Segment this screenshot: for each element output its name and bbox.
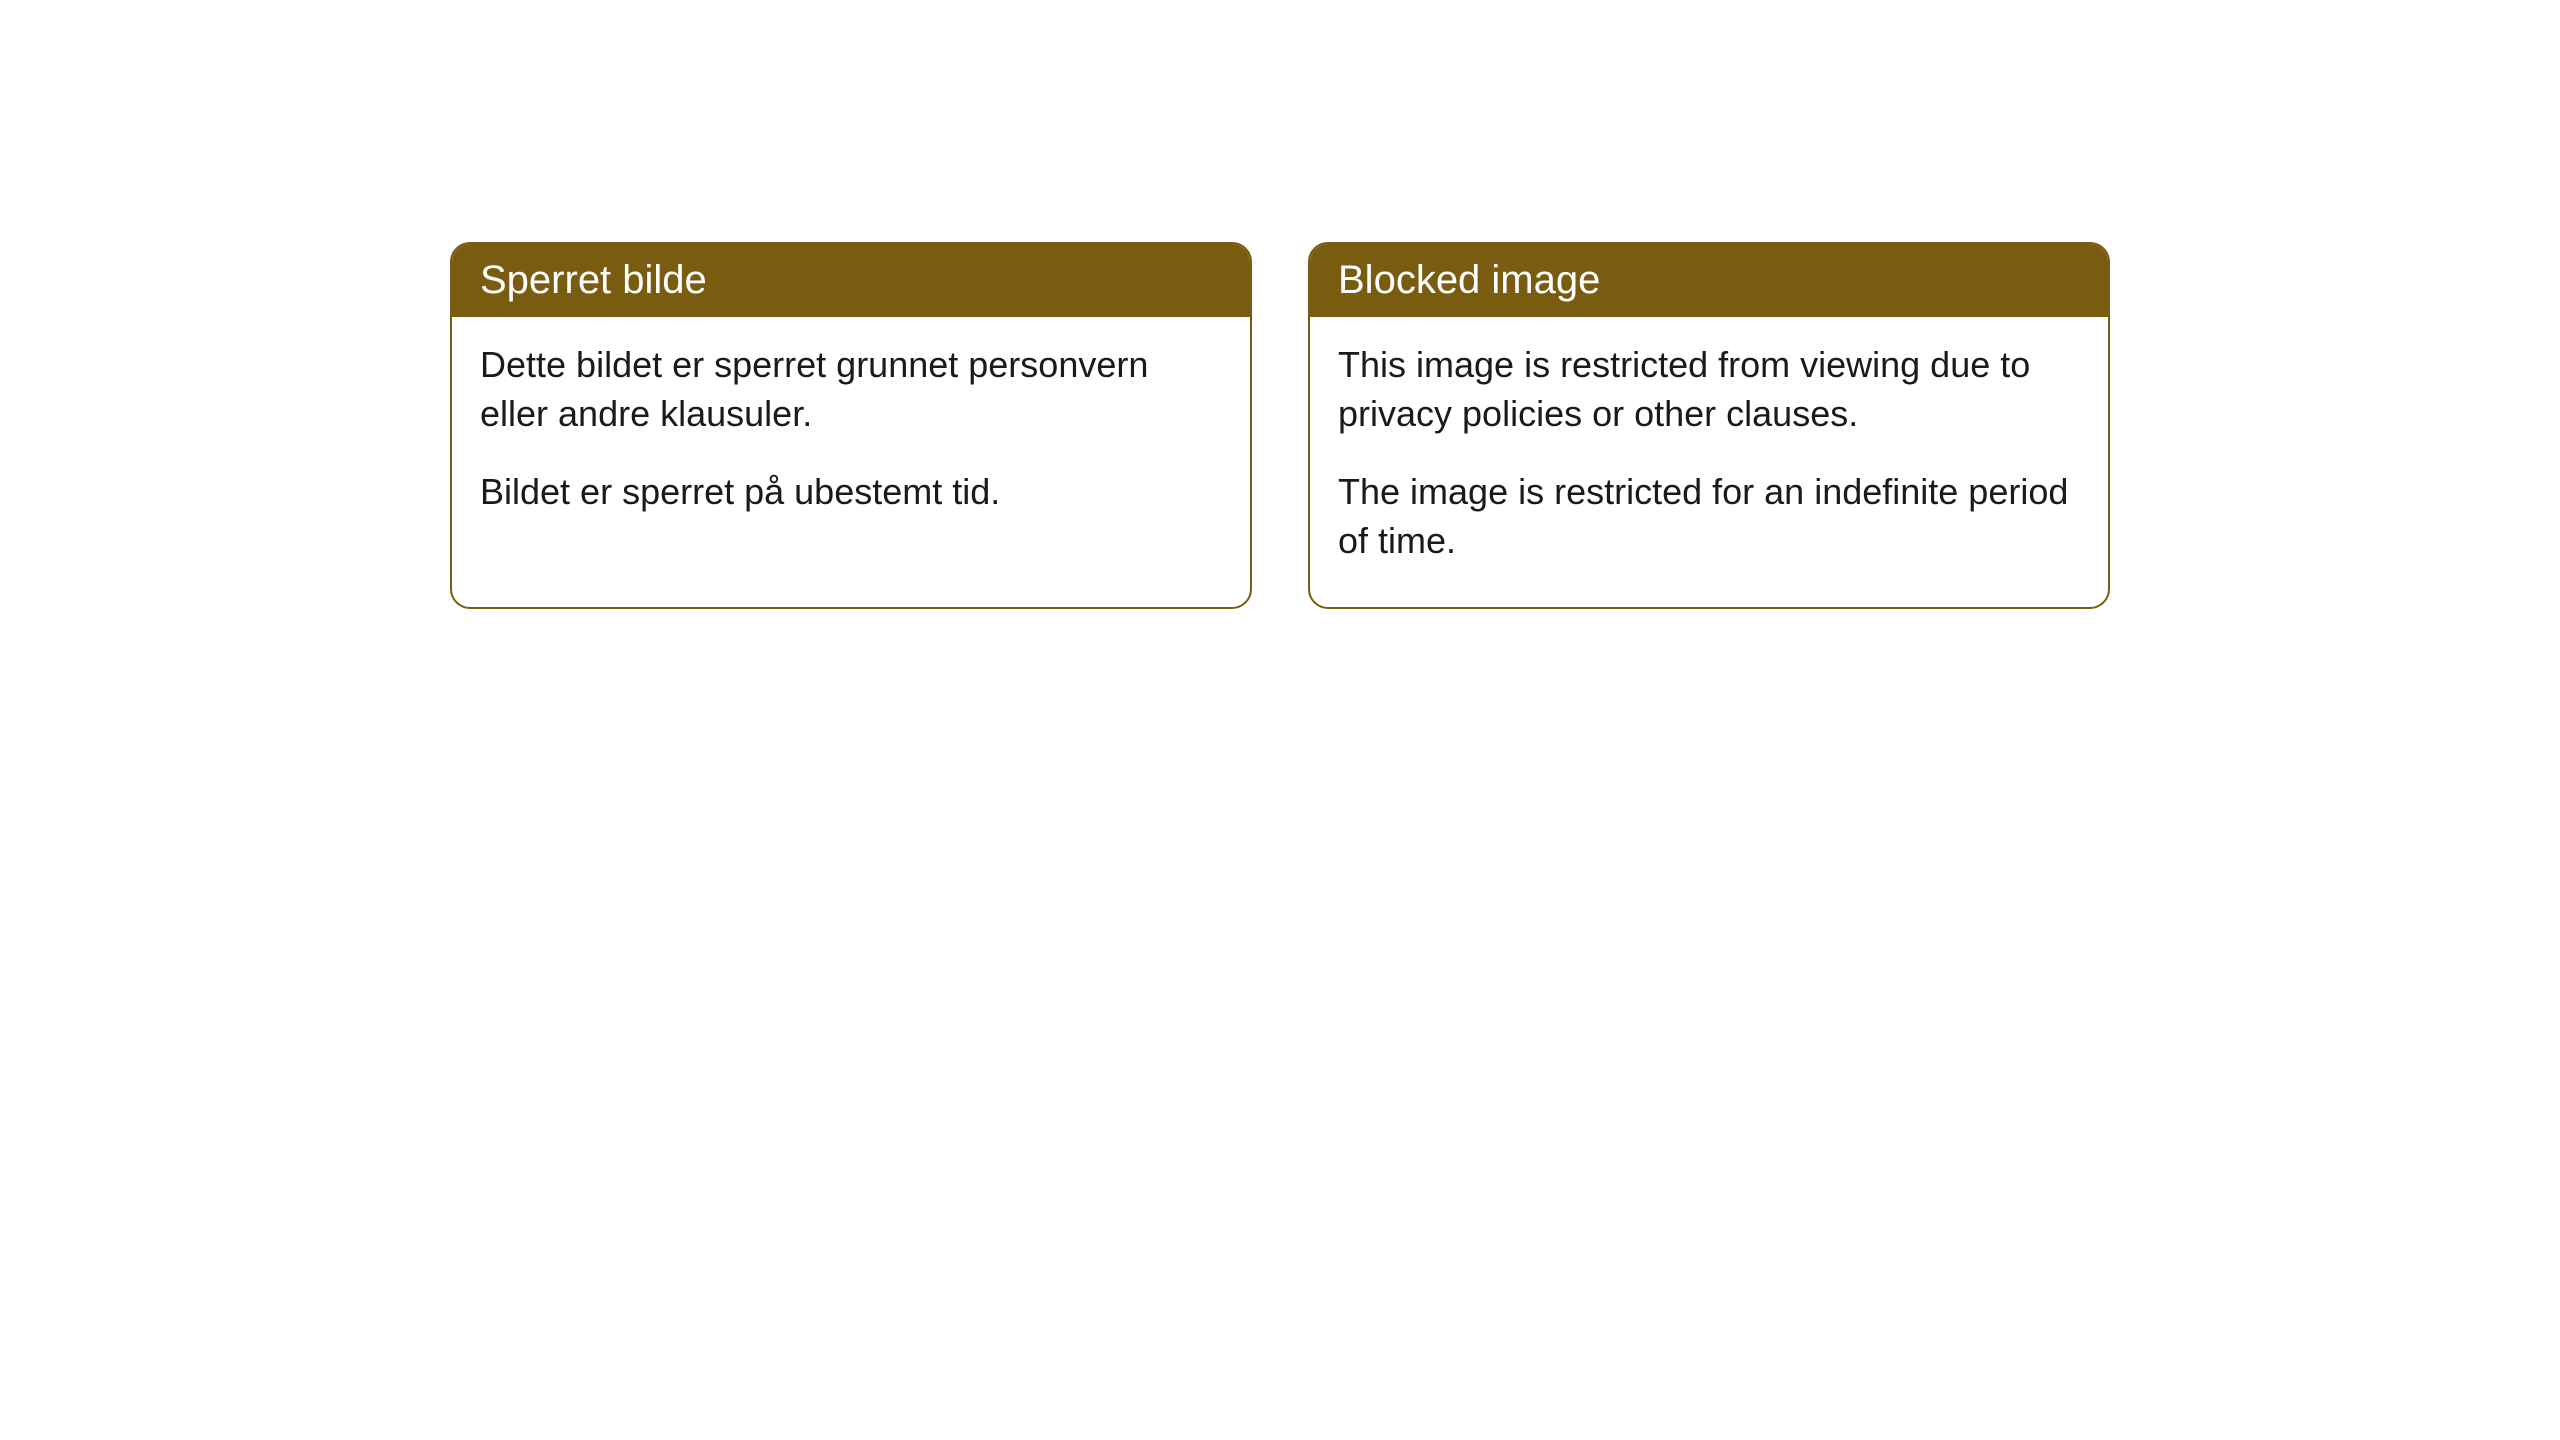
card-header: Blocked image [1310, 244, 2108, 317]
card-paragraph-2: The image is restricted for an indefinit… [1338, 468, 2080, 565]
card-body: This image is restricted from viewing du… [1310, 317, 2108, 607]
card-title: Sperret bilde [480, 258, 707, 302]
card-title: Blocked image [1338, 258, 1600, 302]
card-header: Sperret bilde [452, 244, 1250, 317]
blocked-image-card-english: Blocked image This image is restricted f… [1308, 242, 2110, 609]
blocked-image-card-norwegian: Sperret bilde Dette bildet er sperret gr… [450, 242, 1252, 609]
card-paragraph-1: Dette bildet er sperret grunnet personve… [480, 341, 1222, 438]
card-body: Dette bildet er sperret grunnet personve… [452, 317, 1250, 559]
card-paragraph-2: Bildet er sperret på ubestemt tid. [480, 468, 1222, 517]
card-paragraph-1: This image is restricted from viewing du… [1338, 341, 2080, 438]
cards-container: Sperret bilde Dette bildet er sperret gr… [450, 242, 2110, 609]
